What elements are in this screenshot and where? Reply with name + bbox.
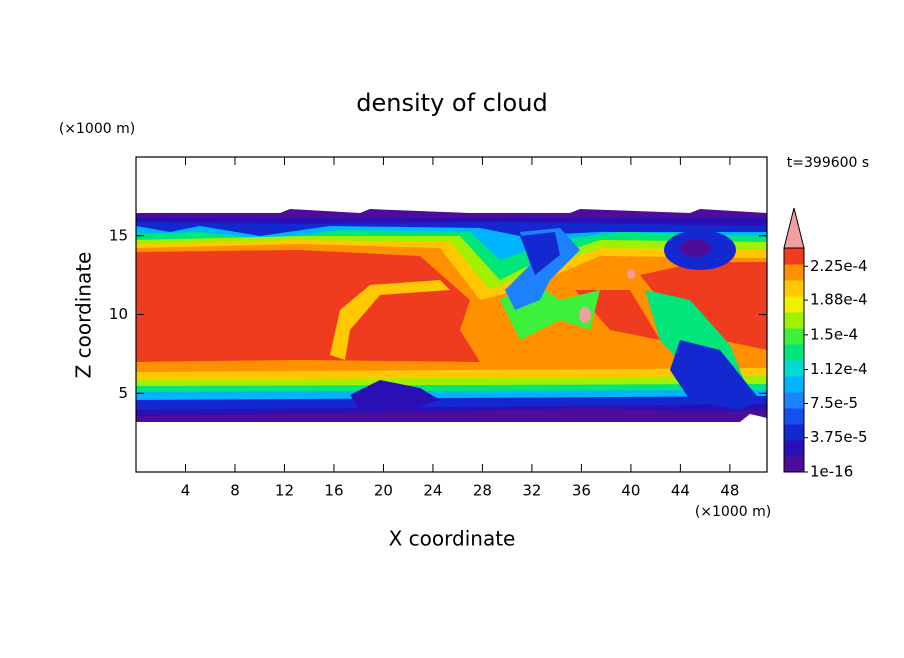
x-tick-label: 36 xyxy=(572,482,591,500)
x-tick-label: 24 xyxy=(423,482,442,500)
contour-band xyxy=(330,280,450,360)
time-label: t=399600 s xyxy=(787,155,869,171)
contour-band xyxy=(579,307,591,323)
y-tick-label: 15 xyxy=(109,226,128,244)
x-unit: (×1000 m) xyxy=(695,504,771,520)
contour-band xyxy=(350,380,440,412)
y-unit: (×1000 m) xyxy=(59,121,135,137)
y-tick-label: 10 xyxy=(109,305,128,323)
colorbar-tick-label: 2.25e-4 xyxy=(810,257,868,275)
y-axis-title: Z coordinate xyxy=(72,252,96,379)
x-axis-title: X coordinate xyxy=(389,527,516,551)
colorbar-band xyxy=(784,264,804,281)
colorbar-band xyxy=(784,248,804,265)
colorbar-band xyxy=(784,440,804,457)
colorbar-tick-label: 1e-16 xyxy=(810,463,853,481)
x-tick-label: 32 xyxy=(522,482,541,500)
contour-band xyxy=(670,340,760,410)
x-tick-label: 4 xyxy=(181,482,191,500)
colorbar-band xyxy=(784,280,804,297)
colorbar-band xyxy=(784,392,804,409)
colorbar-extend xyxy=(783,207,805,249)
contour-band xyxy=(627,269,635,279)
colorbar-band xyxy=(784,376,804,393)
x-tick-label: 16 xyxy=(324,482,343,500)
x-tick-label: 12 xyxy=(275,482,294,500)
colorbar-band xyxy=(784,456,804,473)
x-tick-label: 8 xyxy=(230,482,240,500)
colorbar-band xyxy=(784,408,804,425)
contour-band xyxy=(640,262,767,350)
colorbar-tick-label: 1.12e-4 xyxy=(810,360,868,378)
x-tick-label: 40 xyxy=(621,482,640,500)
colorbar-tick-label: 7.5e-5 xyxy=(810,394,858,412)
colorbar-band xyxy=(784,424,804,441)
contour-band xyxy=(679,239,711,257)
x-tick-label: 44 xyxy=(671,482,690,500)
colorbar-tick-label: 1.5e-4 xyxy=(810,325,858,343)
colorbar-tick-label: 3.75e-5 xyxy=(810,428,868,446)
chart-title: density of cloud xyxy=(356,89,547,117)
colorbar-tick-label: 1.88e-4 xyxy=(810,291,868,309)
colorbar-frame xyxy=(783,247,805,473)
contour-band xyxy=(136,250,480,362)
colorbar-band xyxy=(784,296,804,313)
x-tick-label: 48 xyxy=(720,482,739,500)
contour-band xyxy=(520,232,560,275)
x-tick-label: 20 xyxy=(374,482,393,500)
colorbar-band xyxy=(784,344,804,361)
y-tick-label: 5 xyxy=(118,384,128,402)
colorbar-band xyxy=(784,360,804,377)
x-tick-label: 28 xyxy=(473,482,492,500)
contour-field xyxy=(136,209,767,422)
colorbar-band xyxy=(784,312,804,329)
colorbar-band xyxy=(784,328,804,345)
